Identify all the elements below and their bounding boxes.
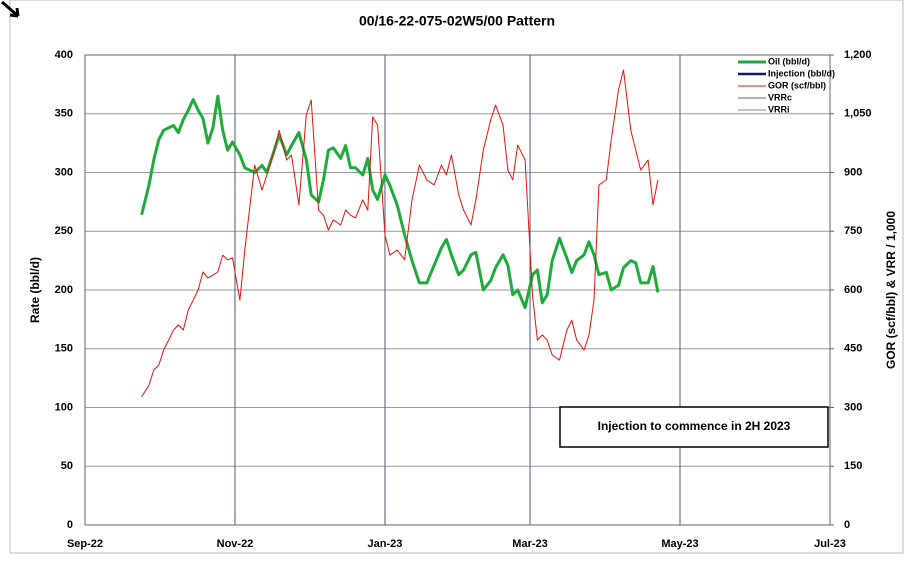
y-axis-label: Rate (bbl/d)	[28, 257, 42, 323]
x-tick-label: Mar-23	[512, 538, 547, 550]
y-tick-label: 300	[55, 166, 73, 178]
y-tick-label: 150	[55, 343, 73, 355]
corner-arrow	[1, 0, 20, 18]
annotation-box	[559, 406, 829, 448]
x-tick-label: Jan-23	[368, 538, 403, 550]
y-tick-label: 100	[55, 401, 73, 413]
legend-label: VRRi	[768, 104, 790, 114]
y-tick-label: 200	[55, 284, 73, 296]
series-line	[140, 94, 660, 310]
y2-tick-label: 300	[844, 401, 862, 413]
legend-label: VRRc	[768, 92, 792, 102]
y2-tick-label: 1,200	[844, 49, 872, 61]
legend-label: GOR (scf/bbl)	[768, 80, 826, 90]
annotation: Injection to commence in 2H 2023	[598, 419, 791, 433]
x-tick-label: Sep-22	[67, 538, 103, 550]
legend-label: Oil (bbl/d)	[768, 56, 810, 66]
plot-border	[84, 54, 831, 526]
y-tick-label: 400	[55, 49, 73, 61]
y2-tick-label: 0	[844, 519, 850, 531]
y-tick-label: 350	[55, 108, 73, 120]
y2-tick-label: 900	[844, 166, 862, 178]
y2-tick-label: 750	[844, 225, 862, 237]
legend-label: Injection (bbl/d)	[768, 68, 835, 78]
y2-axis-label: GOR (scf/bbl) & VRR / 1,000	[884, 211, 898, 369]
y-tick-label: 0	[67, 519, 73, 531]
y2-tick-label: 600	[844, 284, 862, 296]
y-tick-label: 50	[61, 460, 73, 472]
y2-tick-label: 1,050	[844, 108, 872, 120]
x-tick-label: Nov-22	[217, 538, 254, 550]
series-line	[141, 69, 659, 398]
x-tick-label: May-23	[661, 538, 698, 550]
y-tick-label: 250	[55, 225, 73, 237]
chart-title: 00/16-22-075-02W5/00 Pattern	[359, 13, 555, 29]
y2-tick-label: 450	[844, 343, 862, 355]
y2-tick-label: 150	[844, 460, 862, 472]
frame	[9, 0, 904, 554]
x-tick-label: Jul-23	[814, 538, 846, 550]
